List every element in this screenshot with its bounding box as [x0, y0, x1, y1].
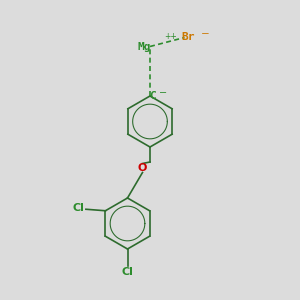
Text: −: − [201, 29, 210, 39]
Text: Br: Br [181, 32, 195, 43]
Text: O: O [138, 163, 147, 173]
Text: C: C [149, 91, 156, 101]
Text: ++: ++ [164, 32, 177, 41]
Text: −: − [159, 88, 167, 98]
Text: Mg: Mg [137, 41, 151, 52]
Text: Cl: Cl [122, 267, 134, 277]
Text: Cl: Cl [73, 203, 84, 213]
